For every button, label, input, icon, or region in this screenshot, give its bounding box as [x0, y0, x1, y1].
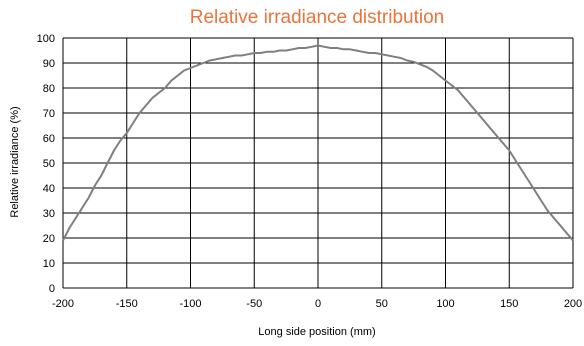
y-tick-label-10: 10 [43, 258, 55, 270]
x-tick-labels: -200 -150 -100 -50 0 50 100 150 200 [52, 298, 582, 310]
x-tick-label--150: -150 [116, 298, 138, 310]
grid [62, 37, 574, 289]
y-tick-label-60: 60 [43, 133, 55, 145]
x-tick-label-0: 0 [315, 298, 321, 310]
y-tick-label-100: 100 [37, 33, 55, 45]
chart-title: Relative irradiance distribution [190, 7, 445, 28]
y-axis-label: Relative irradiance (%) [9, 106, 21, 217]
x-tick-label-150: 150 [500, 298, 518, 310]
y-tick-label-80: 80 [43, 83, 55, 95]
x-tick-label--200: -200 [52, 298, 74, 310]
series-line-0 [62, 44, 574, 242]
x-tick-label-100: 100 [436, 298, 454, 310]
y-tick-label-70: 70 [43, 108, 55, 120]
y-tick-label-90: 90 [43, 58, 55, 70]
x-axis-label: Long side position (mm) [258, 326, 375, 338]
y-tick-label-50: 50 [43, 158, 55, 170]
x-tick-label-200: 200 [564, 298, 582, 310]
y-tick-label-30: 30 [43, 208, 55, 220]
x-tick-label--50: -50 [246, 298, 262, 310]
y-tick-labels: 0 10 20 30 40 50 60 70 80 90 100 [37, 33, 55, 295]
y-tick-label-20: 20 [43, 233, 55, 245]
y-tick-label-0: 0 [49, 283, 55, 295]
y-tick-label-40: 40 [43, 183, 55, 195]
series-layer [62, 44, 574, 242]
x-tick-label-50: 50 [376, 298, 388, 310]
x-tick-label--100: -100 [179, 298, 201, 310]
